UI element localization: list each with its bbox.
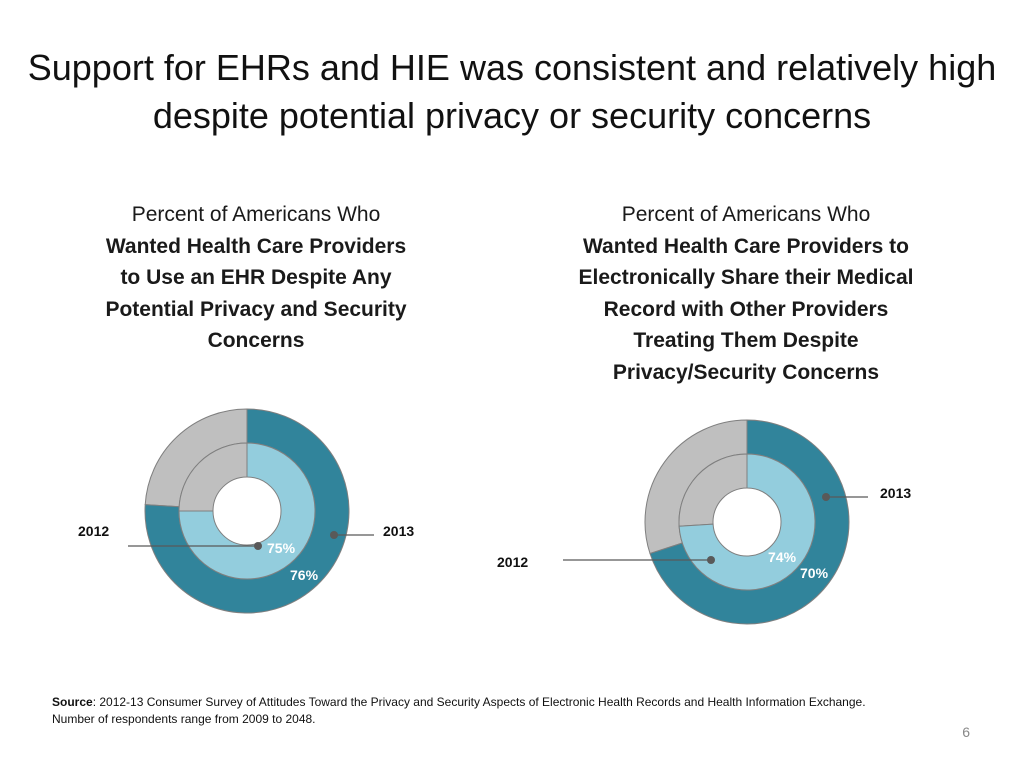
chart-title-lead: Percent of Americans Who — [621, 203, 871, 226]
chart-title-hie-sharing: Percent of Americans Who Wanted Health C… — [552, 199, 940, 388]
year-label-2013: 2013 — [880, 485, 911, 501]
chart-title-ehr-use: Percent of Americans Who Wanted Health C… — [80, 199, 432, 357]
source-note: Source: 2012-13 Consumer Survey of Attit… — [52, 694, 972, 728]
leader-dot-2013 — [330, 531, 338, 539]
chart-title-line: Potential Privacy and Security — [105, 297, 407, 321]
donut-chart-ehr-use: 2012 2013 75% 76% — [78, 408, 414, 614]
slide-title-line-1: Support for EHRs and HIE was consistent … — [27, 47, 997, 88]
leader-dot-2012 — [707, 556, 715, 564]
source-text: : 2012-13 Consumer Survey of Attitudes T… — [92, 695, 866, 709]
chart-title-line: Privacy/Security Concerns — [612, 360, 880, 384]
data-label-2013: 70% — [800, 565, 829, 581]
year-label-2012: 2012 — [78, 523, 109, 539]
chart-title-lead: Percent of Americans Who — [131, 203, 381, 226]
source-line-2: Number of respondents range from 2009 to… — [52, 712, 316, 726]
chart-title-line: Electronically Share their Medical — [578, 266, 914, 289]
inner-ring-remainder — [678, 453, 748, 527]
donut-chart-hie-sharing: 2012 2013 74% 70% — [497, 419, 911, 625]
year-label-2013: 2013 — [383, 523, 414, 539]
chart-title-line: Wanted Health Care Providers — [105, 234, 407, 258]
slide-title: Support for EHRs and HIE was consistent … — [20, 44, 1004, 140]
source-line-1: Source: 2012-13 Consumer Survey of Attit… — [52, 694, 972, 711]
data-label-2012: 75% — [267, 540, 296, 556]
leader-dot-2012 — [254, 542, 262, 550]
inner-ring-remainder — [178, 442, 248, 512]
source-label: Source — [52, 695, 93, 709]
slide-title-line-2: despite potential privacy or security co… — [152, 95, 872, 136]
page-number: 6 — [962, 724, 970, 740]
inner-ring-2012-slice — [178, 442, 316, 580]
chart-title-line: Wanted Health Care Providers to — [583, 234, 909, 258]
data-label-2012: 74% — [768, 549, 797, 565]
chart-title-line: to Use an EHR Despite Any — [120, 266, 392, 289]
chart-title-line: Concerns — [207, 329, 305, 352]
inner-ring-2012-slice — [678, 453, 816, 591]
year-label-2012: 2012 — [497, 554, 528, 570]
chart-title-line: Treating Them Despite — [633, 329, 859, 352]
data-label-2013: 76% — [290, 567, 319, 583]
leader-dot-2013 — [822, 493, 830, 501]
chart-title-line: Record with Other Providers — [603, 297, 889, 321]
